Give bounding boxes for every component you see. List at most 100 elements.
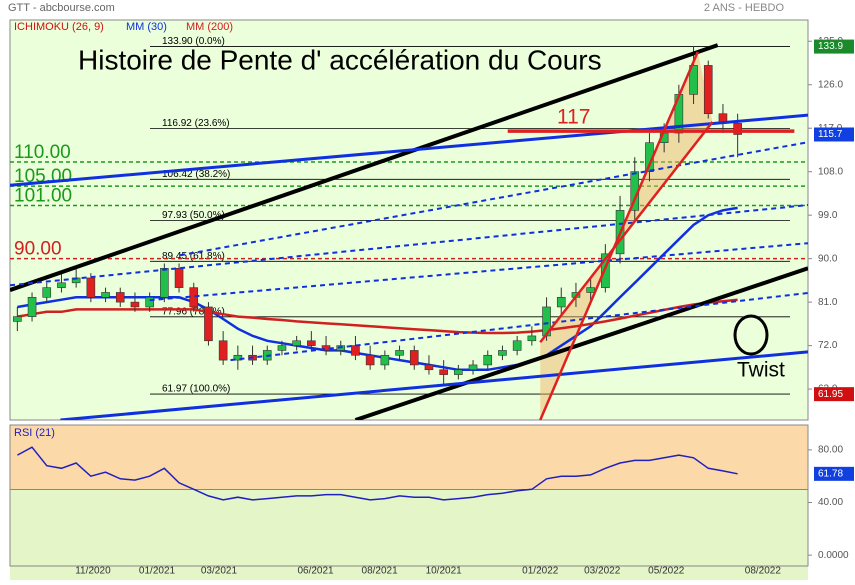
fib-label: 89.45 (61.8%) [162, 251, 225, 262]
candle-body [115, 292, 125, 303]
candle-body [160, 268, 169, 298]
trendline [10, 204, 808, 287]
candle-body [189, 287, 199, 308]
price-label: 61.95 [818, 389, 843, 400]
moving-average [17, 206, 738, 372]
price-label: 115.7 [818, 129, 843, 140]
indicator-label: ICHIMOKU (26, 9) [14, 21, 104, 33]
candle-body [365, 354, 375, 366]
x-tick-label: 03/2021 [201, 566, 238, 577]
trendline [539, 51, 699, 420]
candle-body [512, 340, 522, 351]
legend-entry: RSI (21) [14, 427, 55, 439]
legend-entry: MM (30) [126, 21, 167, 33]
value-label: 61.78 [818, 468, 843, 479]
source: GTT - abcbourse.com [8, 2, 115, 14]
x-tick-label: 01/2021 [139, 566, 176, 577]
y-tick-label: 108.0 [818, 166, 843, 177]
candle-body [483, 354, 493, 366]
x-tick-label: 06/2021 [297, 566, 334, 577]
x-tick-label: 03/2022 [584, 566, 621, 577]
rsi-plot [10, 425, 808, 580]
y-tick-label: 72.0 [818, 340, 838, 351]
x-tick-label: 08/2021 [362, 566, 399, 577]
legend-entry: MM (200) [186, 21, 233, 33]
x-tick-label: 05/2022 [648, 566, 685, 577]
price-label: 133.9 [818, 41, 843, 52]
candle-body [689, 65, 698, 95]
candle-body [42, 287, 52, 298]
candle-body [409, 350, 419, 366]
candle-body [439, 369, 448, 375]
overlay: 63.072.081.090.099.0108.0117.0126.0135.0… [9, 36, 854, 577]
trendline [354, 266, 808, 420]
fib-label: 106.42 (38.2%) [162, 169, 230, 180]
twist-circle [733, 314, 769, 356]
chart-title: Histoire de Pente d' accélération du Cou… [78, 44, 602, 75]
y-tick-label: 81.0 [818, 297, 838, 308]
y-tick-label: 126.0 [818, 79, 843, 90]
x-tick-label: 10/2021 [426, 566, 463, 577]
candle-body [703, 65, 713, 115]
candle-body [292, 340, 301, 346]
y-tick-label: 80.00 [818, 445, 843, 456]
candle-body [204, 306, 213, 342]
y-tick-label: 0.0000 [818, 550, 849, 561]
period: 2 ANS - HEBDO [704, 2, 785, 14]
candle-body [145, 296, 154, 308]
level-label: 110.00 [14, 142, 71, 163]
x-tick-label: 01/2022 [522, 566, 559, 577]
price-label-box [814, 387, 854, 402]
candle-body [174, 268, 184, 288]
level-label: 90.00 [14, 239, 62, 260]
trendline [179, 141, 808, 257]
candle-body [395, 350, 404, 356]
candle-body [454, 369, 463, 375]
y-tick-label: 40.00 [818, 497, 843, 508]
candle-body [586, 287, 595, 293]
trendline [539, 121, 714, 343]
y-tick-label: 99.0 [818, 210, 838, 221]
candle-body [101, 292, 110, 298]
candle-body [351, 345, 360, 356]
candle-body [498, 350, 507, 356]
trendline [60, 350, 808, 420]
price-label-box [814, 39, 854, 54]
candle-body [130, 301, 140, 308]
main-plot: 133.90 (0.0%) 116.92 (23.6%) 106.42 (38.2%… [10, 36, 808, 420]
x-tick-label: 11/2020 [75, 566, 111, 577]
fib-label: 77.96 (78.6%) [162, 306, 225, 317]
candle-body [13, 316, 22, 322]
candle-body [57, 282, 66, 288]
candle-body [733, 123, 742, 135]
trendline [10, 43, 719, 292]
candle-body [233, 354, 243, 361]
candle-body [218, 340, 228, 361]
price-label-box [814, 127, 854, 142]
candle-body [380, 354, 390, 366]
y-tick-label: 90.0 [818, 253, 838, 264]
fib-label: 133.90 (0.0%) [162, 36, 225, 47]
moving-average [17, 298, 738, 335]
trendline [230, 291, 808, 362]
candle-body [277, 345, 287, 351]
candle-body [527, 335, 537, 342]
fib-label: 97.93 (50.0%) [162, 210, 225, 221]
annotation: Twist [737, 359, 785, 382]
candle-body [424, 364, 434, 371]
rsi-panel-border [9, 424, 809, 567]
value-label-box [814, 466, 854, 481]
candle-body [27, 296, 37, 317]
candle-body [307, 340, 316, 346]
channel-fill [540, 51, 713, 420]
x-tick-label: 08/2022 [745, 566, 782, 577]
fib-label: 116.92 (23.6%) [162, 118, 230, 129]
trendline [149, 242, 808, 302]
trendline [10, 113, 808, 187]
candle-body [556, 296, 566, 308]
candle-body [468, 364, 478, 371]
annotation: 117 [557, 106, 590, 129]
fib-label: 61.97 (100.0%) [162, 384, 230, 395]
